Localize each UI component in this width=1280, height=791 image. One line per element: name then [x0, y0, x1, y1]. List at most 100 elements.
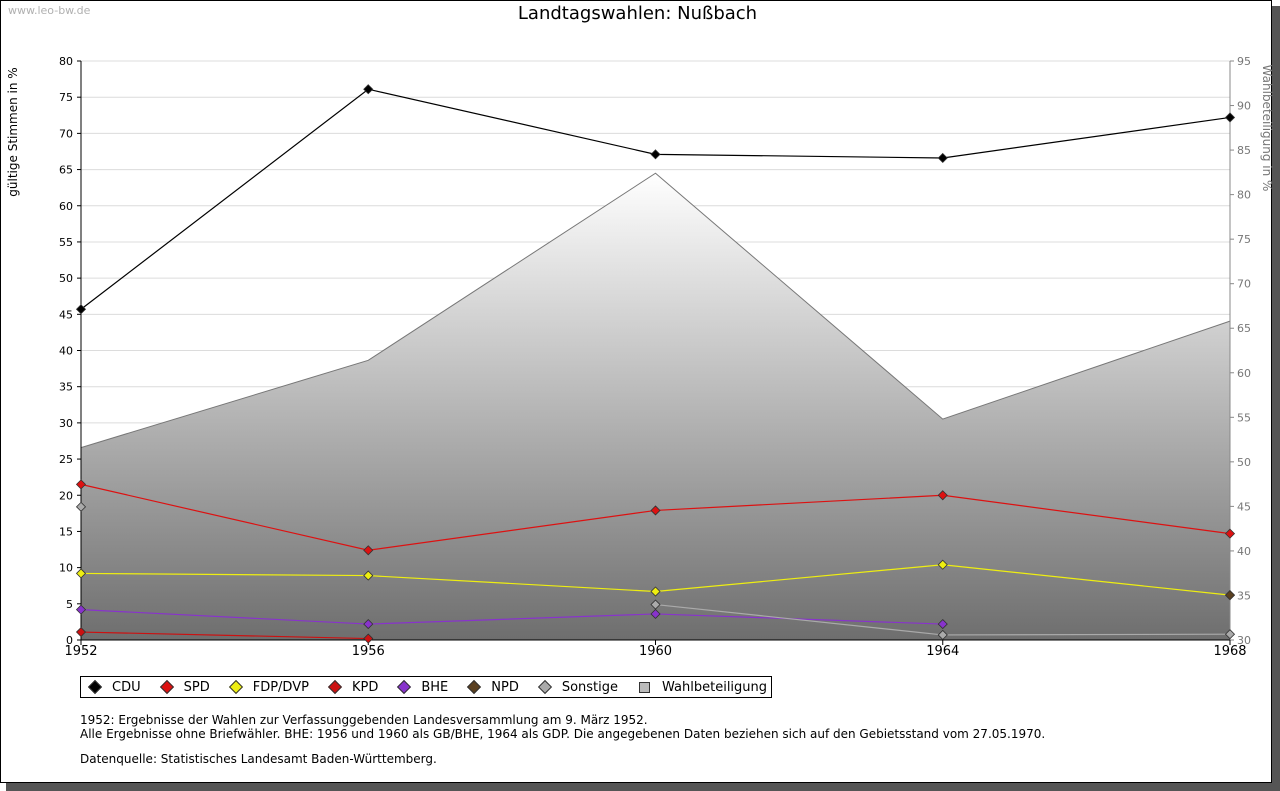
y2-tick-label: 80	[1237, 189, 1251, 202]
data-source: Datenquelle: Statistisches Landesamt Bad…	[80, 752, 437, 766]
legend-marker	[639, 681, 651, 693]
legend-label: SPD	[183, 679, 210, 695]
y2-tick-label: 30	[1237, 634, 1251, 647]
y-tick-label: 60	[59, 200, 73, 213]
y-tick-label: 0	[66, 634, 73, 647]
data-point-cdu	[363, 84, 374, 95]
data-point-spd	[937, 490, 948, 501]
chart-title: Landtagswahlen: Nußbach	[517, 3, 758, 24]
x-tick-label: 1956	[352, 644, 385, 659]
y-tick-label: 75	[59, 91, 73, 104]
y-tick-label: 45	[59, 308, 73, 321]
legend-item: Sonstige	[537, 680, 618, 695]
legend-marker	[397, 679, 412, 695]
footnotes: 1952: Ergebnisse der Wahlen zur Verfassu…	[80, 713, 1045, 741]
data-point-bhe	[363, 619, 374, 630]
footnote-2: Alle Ergebnisse ohne Briefwähler. BHE: 1…	[80, 727, 1046, 741]
y2-tick-label: 60	[1237, 367, 1251, 380]
legend-label: Sonstige	[561, 679, 619, 695]
data-point-fdp-dvp	[937, 559, 948, 570]
y-tick-label: 25	[59, 453, 73, 466]
data-point-spd	[363, 545, 374, 556]
legend-label: CDU	[112, 679, 141, 695]
legend-marker	[228, 679, 243, 695]
legend-item: Wahlbeteiligung	[636, 680, 767, 695]
frame-shadow-bottom	[6, 783, 1280, 791]
data-point-fdp-dvp	[363, 570, 374, 581]
y2-tick-label: 85	[1237, 144, 1251, 157]
y-tick-label: 5	[66, 598, 73, 611]
y2-tick-label: 50	[1237, 456, 1251, 469]
y-tick-label: 65	[59, 164, 73, 177]
data-point-npd	[1224, 590, 1236, 601]
y2-tick-label: 95	[1237, 55, 1251, 68]
turnout-area-fill	[81, 173, 1230, 640]
y-tick-label: 10	[59, 562, 73, 575]
y-tick-label: 15	[59, 525, 73, 538]
legend-marker	[467, 679, 482, 695]
y-tick-label: 50	[59, 272, 73, 285]
footnote-1: 1952: Ergebnisse der Wahlen zur Verfassu…	[80, 713, 648, 727]
x-tick-label: 1968	[1213, 644, 1246, 659]
legend-item: FDP/DVP	[228, 680, 309, 695]
data-point-sonstige	[650, 599, 661, 610]
y2-tick-label: 70	[1237, 278, 1251, 291]
y-tick-label: 55	[59, 236, 73, 249]
y2-tick-label: 45	[1237, 500, 1251, 513]
data-point-cdu	[937, 152, 948, 164]
y2-tick-label: 35	[1237, 589, 1251, 602]
data-point-cdu	[1224, 112, 1236, 123]
data-point-cdu	[650, 149, 661, 160]
legend-label: BHE	[421, 679, 449, 695]
series-line-kpd	[80, 631, 369, 640]
turnout-area	[80, 172, 1231, 640]
data-point-bhe	[650, 608, 661, 620]
legend-marker	[87, 679, 103, 695]
data-point-fdp-dvp	[650, 586, 661, 597]
data-point-spd	[75, 479, 87, 490]
legend-label: NPD	[491, 679, 519, 695]
legend-item: CDU	[87, 680, 141, 695]
y-tick-label: 30	[59, 417, 73, 430]
axes: 0 5 10 15 20 25 30 35 40 45 50 55 60 65 70 75 80 30 35 40 45…	[59, 55, 1251, 659]
legend-label: KPD	[351, 679, 379, 695]
legend-item: BHE	[396, 680, 448, 695]
y-axis-title: gültige Stimmen in %	[6, 67, 20, 196]
y-tick-label: 40	[59, 345, 73, 358]
data-point-cdu	[75, 304, 87, 315]
frame-shadow-right	[1272, 6, 1280, 791]
legend-marker	[159, 679, 174, 695]
y2-tick-label: 90	[1237, 100, 1251, 113]
data-point-spd	[650, 505, 661, 516]
legend: CDU SPD FDP/DVP KPD BHE NPD Sonstige Wahlbeteil…	[80, 676, 773, 698]
legend-marker	[537, 679, 552, 695]
data-point-fdp-dvp	[75, 568, 87, 579]
y-tick-label: 20	[59, 489, 73, 502]
y2-tick-label: 65	[1237, 322, 1251, 335]
y-tick-label: 70	[59, 127, 73, 140]
x-tick-label: 1960	[639, 644, 672, 659]
data-point-sonstige	[75, 501, 87, 512]
y2-tick-label: 55	[1237, 411, 1251, 424]
series-points	[75, 84, 1236, 644]
data-point-kpd	[75, 626, 87, 638]
watermark: www.leo-bw.de	[8, 4, 91, 17]
y-tick-label: 35	[59, 381, 73, 394]
data-point-kpd	[363, 633, 374, 644]
x-tick-label: 1964	[926, 644, 959, 659]
legend-label: FDP/DVP	[252, 679, 309, 695]
legend-label: Wahlbeteiligung	[662, 679, 768, 695]
x-tick-label: 1952	[64, 644, 97, 659]
series-line-bhe	[80, 609, 943, 625]
data-point-bhe	[937, 619, 948, 630]
y2-tick-label: 40	[1237, 545, 1251, 558]
data-point-sonstige	[937, 629, 948, 640]
data-point-bhe	[75, 604, 87, 615]
legend-marker	[327, 679, 343, 695]
legend-item: SPD	[159, 680, 210, 695]
y-tick-label: 80	[59, 55, 73, 68]
data-point-spd	[1224, 528, 1236, 539]
y2-tick-label: 75	[1237, 233, 1251, 246]
legend-item: NPD	[466, 680, 519, 695]
